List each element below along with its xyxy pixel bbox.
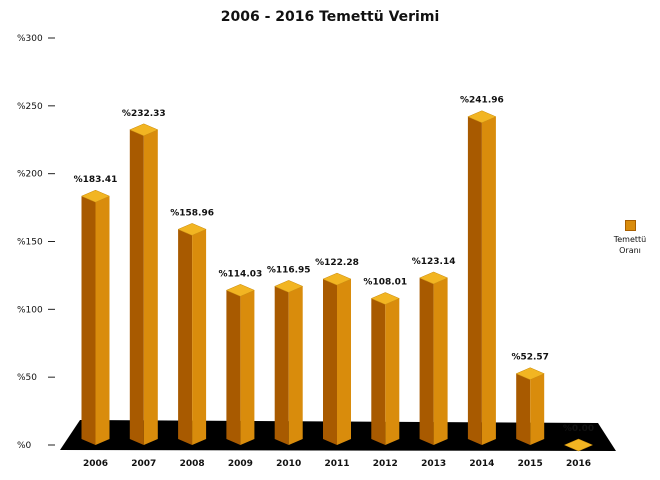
bar-left-face [81, 196, 96, 445]
data-label: %108.01 [363, 277, 407, 287]
bar-left-face [274, 286, 289, 445]
data-label: %183.41 [74, 175, 118, 185]
bar-right-face [433, 277, 448, 445]
y-tick-label: %150 [17, 238, 43, 248]
x-tick-label: 2012 [373, 459, 398, 469]
bar [129, 123, 159, 445]
x-tick-label: 2010 [276, 459, 301, 469]
bar-left-face [371, 298, 386, 445]
x-axis: 2006 2007 2008 2009 2010 2011 2012 2013 2014 2015… [83, 459, 591, 469]
data-label: %241.96 [460, 96, 504, 106]
bar-series [80, 110, 594, 452]
bar-left-face [178, 229, 193, 445]
bar-top-face [515, 367, 545, 380]
bar-right-face [143, 129, 158, 445]
bar-top-face [322, 272, 352, 286]
bar-right-face [481, 116, 496, 445]
bar-top-face [225, 284, 256, 297]
chart-title: 2006 - 2016 Temettü Verimi [220, 9, 440, 25]
y-axis: %0 %50 %100 %150 %200 %250 %300 [17, 34, 55, 451]
legend-swatch [624, 220, 636, 231]
bar [370, 292, 400, 445]
bar-top-face [129, 123, 159, 137]
bar-left-face [419, 277, 434, 445]
legend-label: Temettü Oranı [613, 235, 647, 255]
bar-right-face [337, 279, 351, 445]
bar-left-face [323, 279, 337, 445]
data-label: %158.96 [170, 208, 214, 218]
x-tick-label: 2015 [518, 459, 543, 469]
data-label: %52.57 [511, 353, 549, 363]
x-tick-label: 2013 [421, 459, 446, 469]
data-label: %114.03 [219, 269, 263, 279]
bar-left-face [129, 129, 144, 445]
bar-right-face [95, 196, 110, 445]
data-label: %0.00 [563, 424, 594, 434]
bar [467, 110, 497, 445]
bar-top-face [177, 223, 207, 236]
y-tick-label: %250 [17, 102, 43, 112]
x-tick-label: 2007 [131, 459, 156, 469]
bar [225, 284, 256, 445]
x-tick-label: 2014 [469, 459, 494, 469]
bar [515, 367, 545, 445]
bar [563, 438, 594, 452]
bar-left-face [226, 290, 241, 445]
legend: Temettü Oranı [606, 220, 654, 256]
bar [322, 272, 352, 445]
bar-top-face [467, 110, 497, 124]
bar-left-face [516, 373, 531, 445]
bar-top-face [563, 438, 594, 452]
bar-right-face [192, 229, 207, 445]
bar [80, 189, 111, 445]
bar-right-face [288, 286, 303, 445]
bar-right-face [385, 298, 400, 445]
data-label: %232.33 [122, 109, 166, 119]
y-tick-label: %300 [17, 34, 43, 44]
data-label: %123.14 [412, 257, 456, 267]
x-tick-label: 2016 [566, 459, 591, 469]
bar-top-face [370, 292, 400, 305]
bar [418, 271, 449, 445]
x-tick-label: 2011 [324, 459, 349, 469]
data-label: %122.28 [315, 258, 359, 268]
y-tick-label: %50 [17, 373, 37, 383]
x-tick-label: 2006 [83, 459, 108, 469]
y-tick-label: %200 [17, 170, 43, 180]
data-label: %116.95 [267, 265, 311, 275]
bar-top-face [80, 189, 111, 203]
bar [177, 223, 207, 445]
y-tick-label: %100 [17, 305, 43, 315]
data-label-layer: %183.41 %232.33 %158.96 %114.03 %116.95 %122.… [74, 96, 594, 434]
bar-left-face [467, 116, 482, 445]
bar-top-face [274, 280, 304, 293]
bar-right-face [530, 373, 545, 445]
bar-top-face [418, 271, 449, 285]
bar [274, 280, 304, 445]
y-tick-label: %0 [17, 441, 32, 451]
x-tick-label: 2008 [180, 459, 205, 469]
x-tick-label: 2009 [228, 459, 253, 469]
bar-right-face [240, 290, 255, 445]
